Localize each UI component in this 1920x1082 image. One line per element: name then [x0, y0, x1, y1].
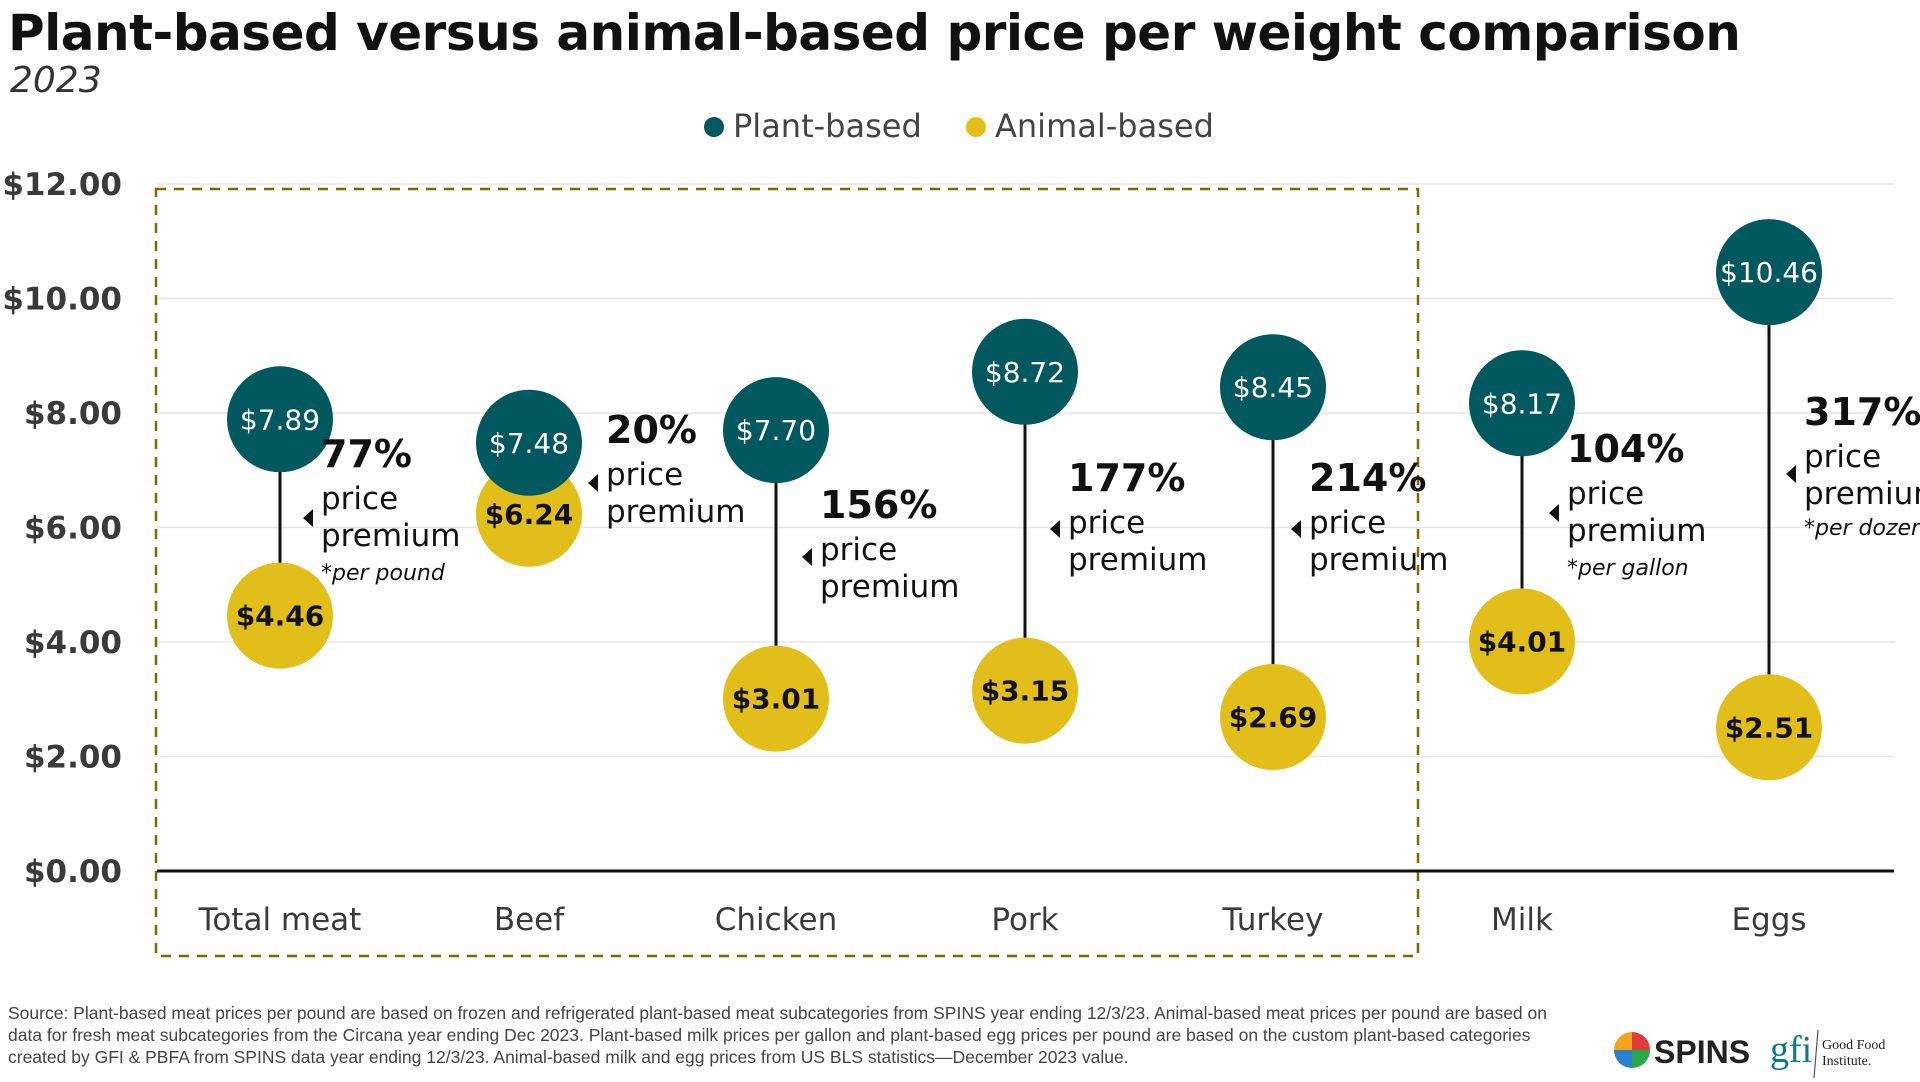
- plant-point: [972, 318, 1078, 425]
- animal-point: [227, 562, 333, 669]
- pointer-arrow-icon: [1786, 465, 1796, 483]
- unit-note: *per dozen: [1804, 516, 1920, 541]
- plant-value-label: $8.72: [985, 356, 1065, 389]
- plant-point: [1469, 350, 1575, 457]
- premium-label: premium: [1068, 542, 1207, 578]
- animal-value-label: $2.51: [1725, 711, 1814, 744]
- animal-value-label: $3.15: [981, 675, 1070, 708]
- plant-point: [476, 389, 582, 496]
- plant-value-label: $8.45: [1233, 371, 1313, 404]
- pointer-arrow-icon: [1291, 520, 1301, 538]
- premium-percent: 77%: [321, 432, 412, 476]
- plant-value-label: $7.70: [736, 414, 816, 447]
- pointer-arrow-icon: [588, 474, 598, 492]
- pointer-arrow-icon: [303, 509, 313, 527]
- x-tick-label: Turkey: [1222, 902, 1324, 938]
- plant-point: [1716, 219, 1822, 326]
- plant-value-label: $8.17: [1482, 387, 1562, 420]
- x-tick-label: Chicken: [715, 902, 838, 938]
- legend-label-animal: Animal-based: [995, 107, 1214, 145]
- plant-value-label: $7.48: [489, 427, 569, 460]
- highlight-box: [154, 187, 1420, 958]
- animal-point: [723, 645, 829, 752]
- svg-text:gfi: gfi: [1770, 1029, 1812, 1071]
- y-tick-label: $0.00: [24, 854, 122, 890]
- animal-value-label: $2.69: [1229, 701, 1318, 734]
- y-tick-label: $10.00: [2, 282, 122, 318]
- chart-title: Plant-based versus animal-based price pe…: [8, 4, 1741, 62]
- premium-label: premium: [1567, 513, 1706, 549]
- animal-value-label: $4.46: [236, 600, 325, 633]
- animal-point: [1469, 588, 1575, 695]
- premium-percent: 317%: [1804, 390, 1920, 434]
- chart-subtitle: 2023: [10, 60, 102, 101]
- premium-label: premium: [820, 569, 959, 605]
- y-tick-label: $2.00: [24, 740, 122, 776]
- pointer-arrow-icon: [1050, 520, 1060, 538]
- plant-value-label: $7.89: [240, 403, 320, 436]
- svg-text:Institute.: Institute.: [1822, 1054, 1871, 1069]
- legend-label-plant: Plant-based: [733, 107, 922, 145]
- premium-percent: 177%: [1068, 456, 1185, 500]
- plant-point: [227, 366, 333, 473]
- source-note: Source: Plant-based meat prices per poun…: [8, 1003, 1547, 1067]
- premium-percent: 214%: [1309, 456, 1426, 500]
- spins-logo: SPINS: [1614, 1032, 1750, 1070]
- premium-label: price: [1567, 476, 1644, 512]
- logos: SPINS gfi Good Food Institute.: [1614, 1029, 1885, 1079]
- chart: $0.00 $2.00 $4.00 $6.00 $8.00 $10.00 $12.00 Pla…: [2, 107, 1920, 958]
- premium-label: price: [606, 457, 683, 493]
- premium-percent: 20%: [606, 408, 697, 452]
- plant-value-label: $10.46: [1720, 256, 1818, 289]
- premium-label: price: [321, 481, 398, 517]
- premium-label: premium: [321, 518, 460, 554]
- animal-value-label: $3.01: [732, 683, 821, 716]
- animal-value-label: $4.01: [1478, 625, 1567, 658]
- x-tick-label: Milk: [1491, 902, 1553, 938]
- legend-marker-animal: [966, 117, 986, 137]
- gfi-logo: gfi Good Food Institute.: [1770, 1029, 1885, 1079]
- legend-marker-plant: [704, 117, 724, 137]
- premium-label: price: [1804, 439, 1881, 475]
- premium-label: price: [1068, 505, 1145, 541]
- pointer-arrow-icon: [1549, 504, 1559, 522]
- animal-point: [1716, 674, 1822, 781]
- pointer-arrow-icon: [802, 548, 812, 566]
- animal-point: [1220, 663, 1326, 770]
- x-tick-label: Eggs: [1731, 902, 1806, 938]
- plant-point: [723, 377, 829, 484]
- x-tick-label: Total meat: [198, 902, 362, 938]
- premium-label: premium: [1804, 476, 1920, 512]
- x-tick-label: Beef: [494, 902, 565, 938]
- y-tick-label: $6.00: [24, 511, 122, 547]
- premium-percent: 104%: [1567, 427, 1684, 471]
- premium-label: price: [1309, 505, 1386, 541]
- svg-text:Good Food: Good Food: [1822, 1038, 1885, 1053]
- unit-note: *per gallon: [1567, 556, 1689, 581]
- x-tick-label: Pork: [991, 902, 1058, 938]
- premium-percent: 156%: [820, 483, 937, 527]
- premium-label: premium: [1309, 542, 1448, 578]
- y-tick-label: $4.00: [24, 625, 122, 661]
- y-tick-label: $8.00: [24, 396, 122, 432]
- animal-point: [972, 637, 1078, 744]
- svg-text:SPINS: SPINS: [1654, 1034, 1750, 1070]
- premium-label: price: [820, 532, 897, 568]
- animal-value-label: $6.24: [485, 498, 574, 531]
- plant-point: [1220, 334, 1326, 441]
- y-tick-label: $12.00: [2, 167, 122, 203]
- premium-label: premium: [606, 494, 745, 530]
- unit-note: *per pound: [321, 561, 446, 586]
